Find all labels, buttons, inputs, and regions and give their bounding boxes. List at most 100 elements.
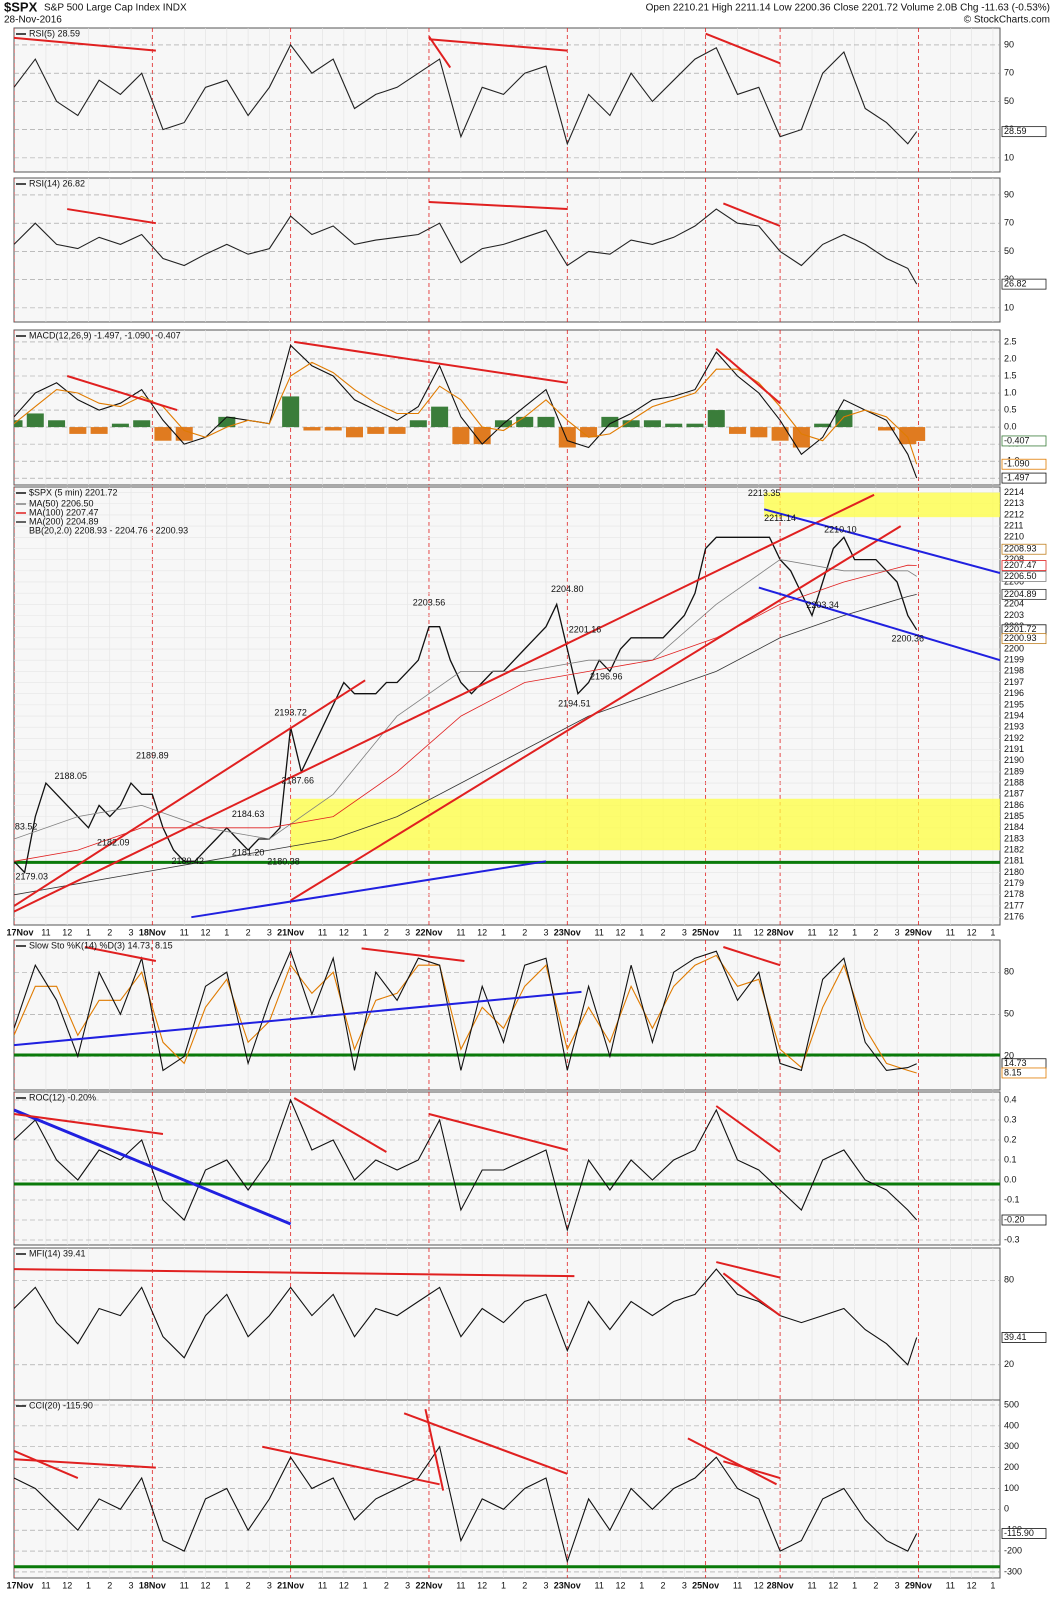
trendline — [687, 1437, 778, 1486]
histogram-bar — [643, 420, 661, 428]
panel-frame — [13, 177, 1001, 323]
y-tick-label: 2214 — [1004, 487, 1024, 497]
y-tick-label: 2177 — [1004, 900, 1024, 910]
panel-title: MFI(14) 39.41 — [29, 1248, 86, 1258]
x-tick-label: 1 — [224, 1580, 229, 1590]
series-line — [14, 361, 918, 465]
x-tick-label: 1 — [639, 927, 644, 937]
panel-plot — [14, 1400, 1000, 1578]
histogram-bar — [908, 427, 926, 441]
x-tick-label: 11 — [733, 1580, 742, 1590]
y-tick-label: 2176 — [1004, 912, 1024, 922]
x-tick-label: 12 — [828, 1580, 838, 1590]
y-tick-label: 2180 — [1004, 867, 1024, 877]
quote: Open 2210.21 High 2211.14 Low 2200.36 Cl… — [646, 3, 1050, 14]
y-tick-label: 0.5 — [1004, 404, 1017, 414]
x-tick-label: 3 — [895, 927, 900, 937]
annotation: 2189.89 — [136, 750, 169, 760]
x-tick-label: 23Nov — [554, 1580, 581, 1590]
legend-label: $SPX (5 min) 2201.72 — [29, 487, 118, 497]
symbol: $SPX — [4, 0, 38, 14]
trendline — [424, 1408, 445, 1491]
histogram-bar — [90, 427, 108, 434]
trendline — [14, 36, 156, 52]
y-tick-label: 90 — [1004, 189, 1014, 199]
x-tick-label: 23Nov — [554, 927, 581, 937]
annotation: 2203.56 — [413, 598, 446, 608]
trendline — [403, 1412, 568, 1475]
x-tick-label: 11 — [595, 927, 604, 937]
histogram-bar — [729, 427, 747, 434]
x-tick-label: 11 — [946, 927, 955, 937]
panel-plot — [14, 940, 1000, 1090]
series-line — [14, 559, 917, 840]
value-box-label: 28.59 — [1004, 126, 1027, 136]
x-tick-label: 12 — [477, 1580, 487, 1590]
histogram-bar — [133, 420, 151, 428]
histogram-bar — [431, 406, 449, 428]
series-line — [14, 344, 918, 479]
x-tick-label: 12 — [201, 927, 211, 937]
panel-frame — [13, 329, 1001, 486]
zone — [764, 492, 1000, 518]
panel-title: MACD(12,26,9) -1.497, -1.090, -0.407 — [29, 330, 181, 340]
value-box — [1001, 1528, 1047, 1539]
y-tick-label: 2182 — [1004, 845, 1024, 855]
value-box-label: 2201.72 — [1004, 624, 1037, 634]
x-tick-label: 25Nov — [692, 927, 719, 937]
x-tick-label: 3 — [405, 927, 410, 937]
series-line — [14, 1098, 918, 1233]
y-tick-label: 0 — [1004, 1504, 1009, 1514]
x-tick-label: 3 — [405, 1580, 410, 1590]
x-tick-label: 2 — [384, 927, 389, 937]
histogram-bar — [175, 427, 193, 441]
panel-title: RSI(5) 28.59 — [29, 28, 80, 38]
value-box-label: -1.090 — [1004, 459, 1030, 469]
value-box-label: 8.15 — [1004, 1067, 1022, 1077]
histogram-bar — [324, 427, 342, 431]
histogram-bar — [48, 420, 66, 428]
x-tick-label: 18Nov — [139, 1580, 166, 1590]
x-tick-label: 17Nov — [6, 1580, 33, 1590]
value-box — [1001, 126, 1047, 138]
trendline — [294, 340, 568, 384]
y-tick-label: 2208 — [1004, 554, 1024, 564]
x-tick-label: 1 — [86, 1580, 91, 1590]
x-tick-label: 1 — [86, 927, 91, 937]
value-box — [1001, 472, 1047, 484]
value-box-label: 2206.50 — [1004, 571, 1037, 581]
x-tick-label: 12 — [754, 927, 764, 937]
value-box-label: 26.82 — [1004, 279, 1027, 289]
trendline — [428, 201, 568, 211]
value-box-label: 2208.93 — [1004, 544, 1037, 554]
panel-plot — [14, 1248, 1000, 1400]
y-tick-label: 500 — [1004, 1399, 1019, 1409]
trendline — [66, 375, 178, 412]
y-tick-label: 2197 — [1004, 677, 1024, 687]
y-tick-label: 1.0 — [1004, 387, 1017, 397]
x-tick-label: 3 — [895, 1580, 900, 1590]
trendline — [428, 35, 452, 69]
x-tick-label: 11 — [807, 1580, 816, 1590]
x-tick-label: 1 — [501, 927, 506, 937]
y-tick-label: 2191 — [1004, 744, 1024, 754]
trendline — [191, 860, 547, 919]
trendline — [67, 208, 157, 225]
panel-frame — [13, 1247, 1001, 1401]
value-box — [1001, 570, 1047, 582]
trendline — [723, 1460, 781, 1480]
histogram-bar — [537, 416, 555, 428]
x-tick-label: 11 — [807, 927, 816, 937]
y-tick-label: 2189 — [1004, 766, 1024, 776]
panel-plot — [14, 178, 1000, 322]
y-tick-label: 2185 — [1004, 811, 1024, 821]
x-tick-label: 1 — [363, 1580, 368, 1590]
index-name: S&P 500 Large Cap Index INDX — [44, 3, 187, 14]
legend-label: MA(50) 2206.50 — [29, 498, 94, 508]
histogram-bar — [111, 423, 129, 428]
value-box — [1001, 633, 1047, 645]
trendline — [722, 1272, 781, 1317]
y-tick-label: 2196 — [1004, 688, 1024, 698]
y-tick-label: -0.1 — [1004, 1194, 1020, 1204]
